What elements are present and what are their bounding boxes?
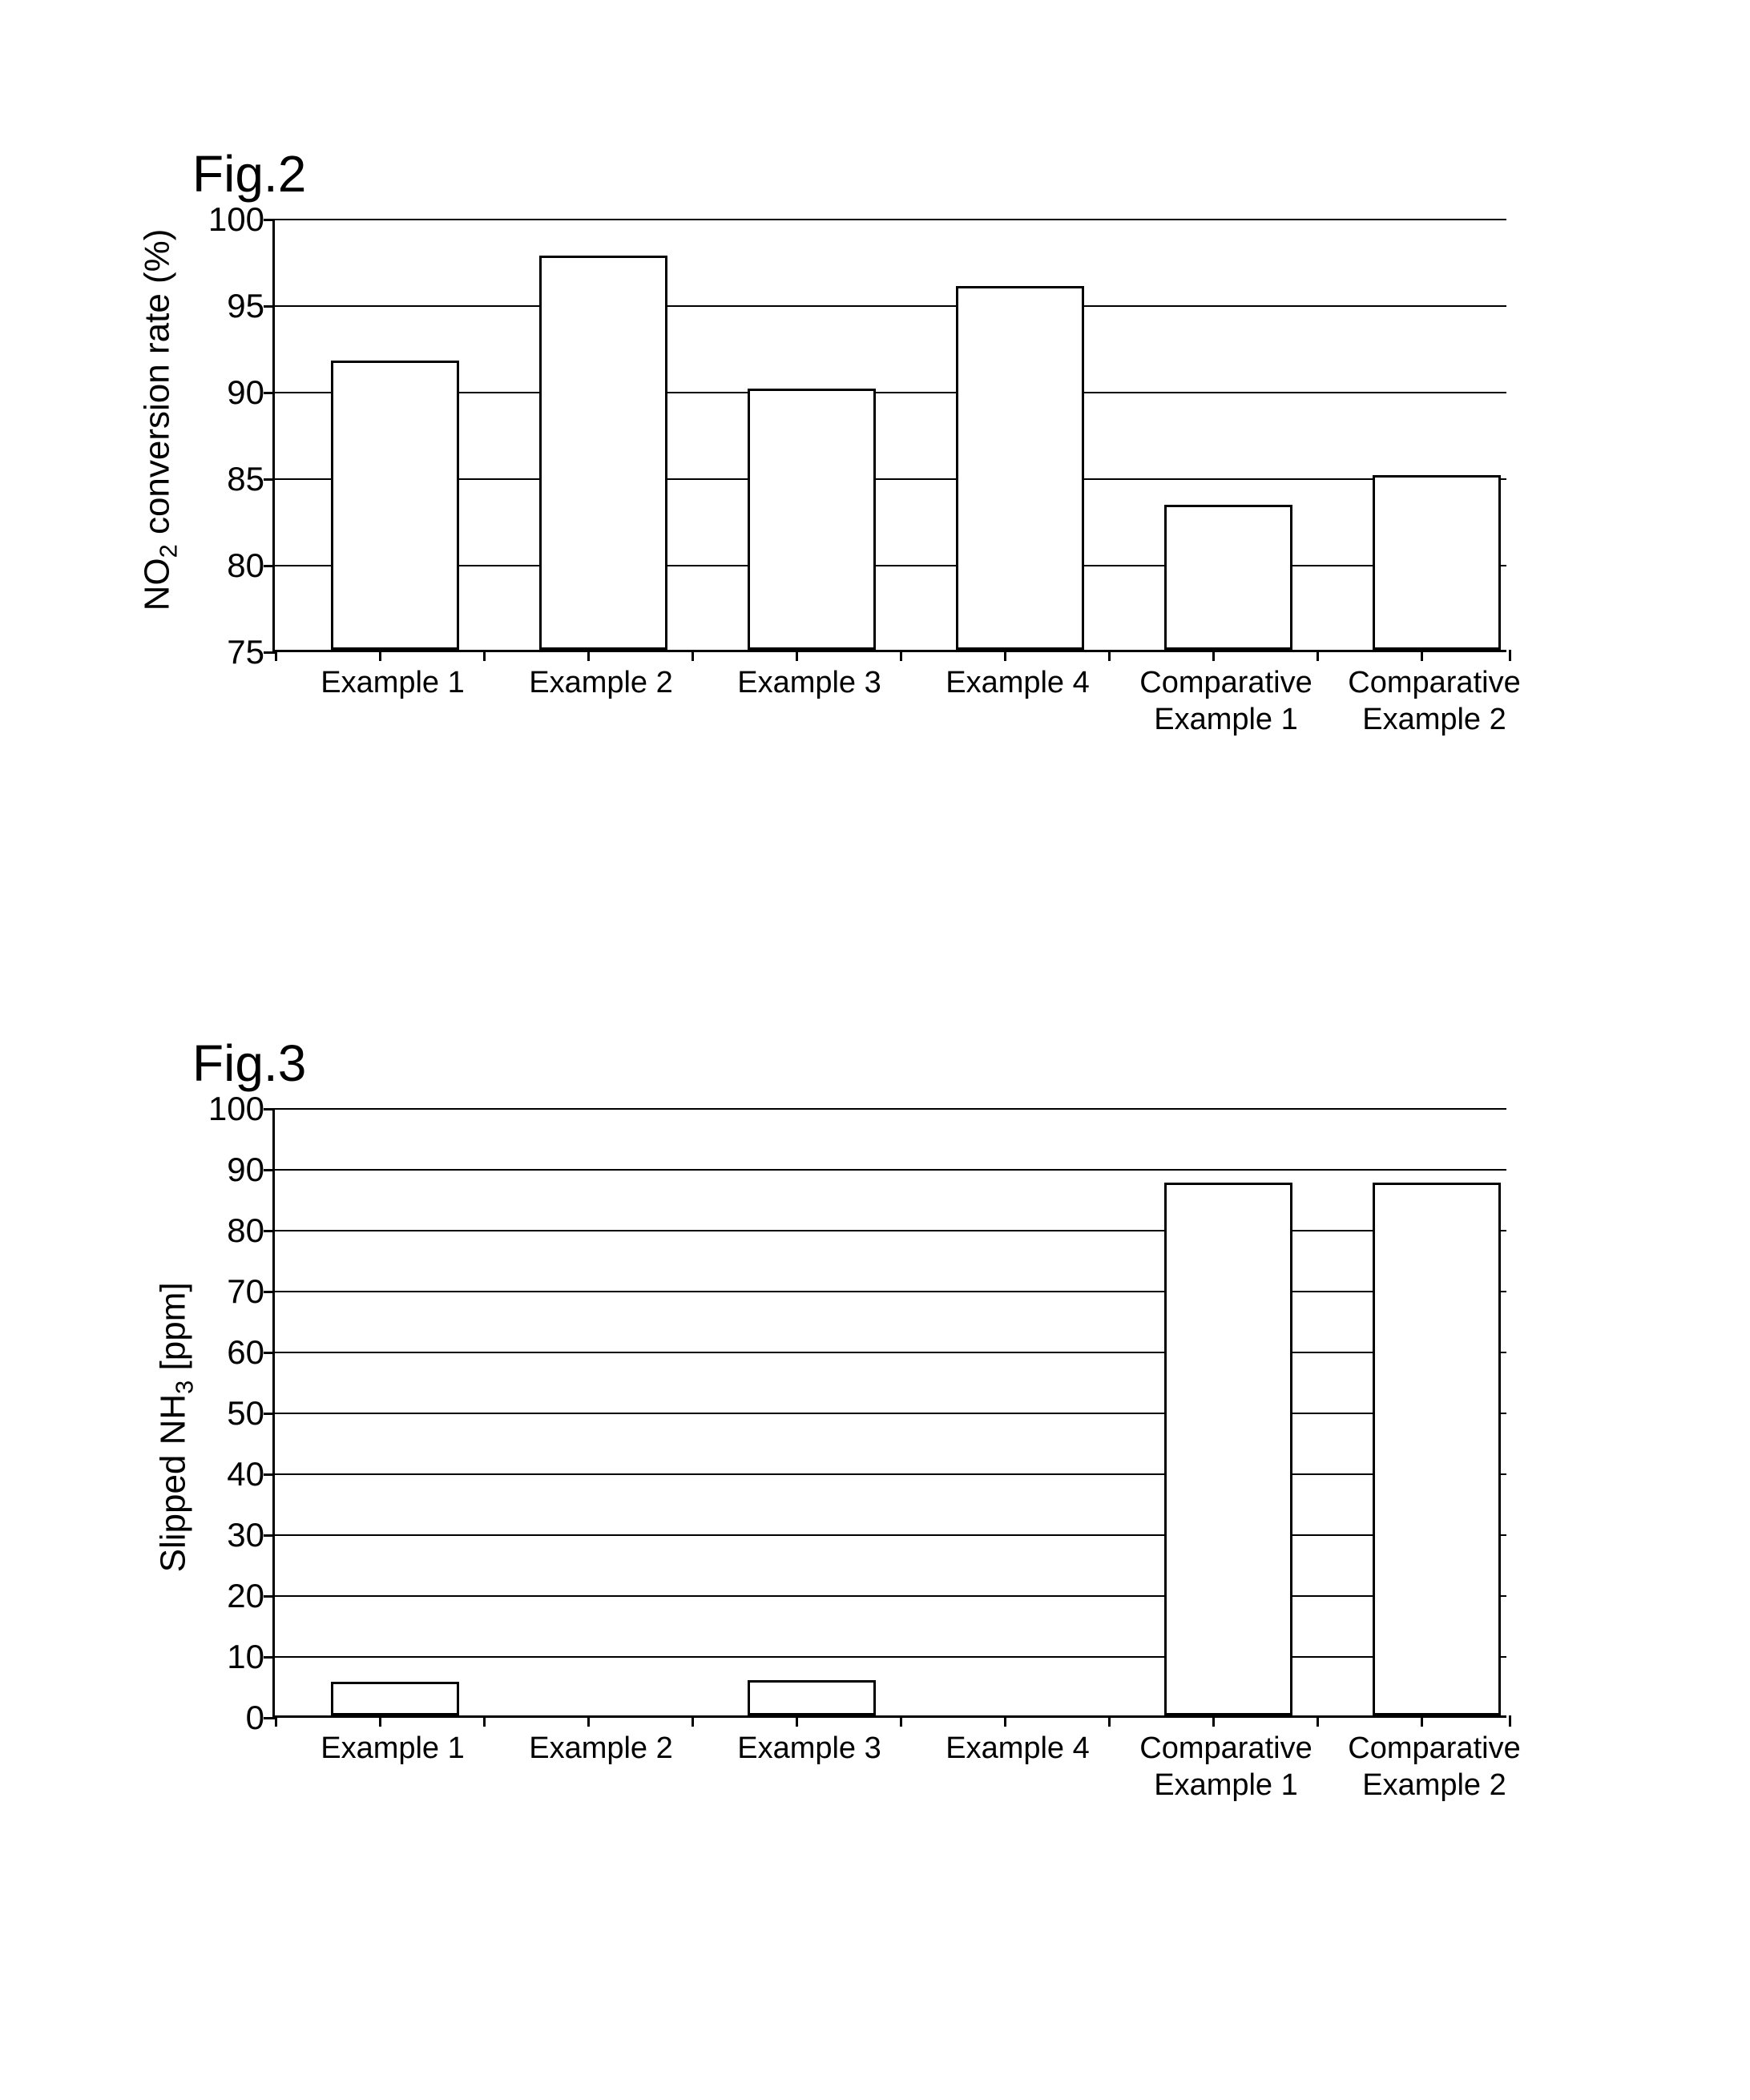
fig3-ytick-label: 40	[227, 1455, 264, 1493]
fig2-ytick-label: 85	[227, 460, 264, 498]
fig2-ytick-label: 100	[208, 200, 264, 239]
fig2-ytick-label: 75	[227, 633, 264, 671]
page: Fig.2 NO2 conversion rate (%) 75 80 85 90 95…	[0, 0, 1750, 2100]
fig3-xlabel: ComparativeExample 2	[1334, 1731, 1534, 1804]
fig3-ytickmark	[264, 1473, 275, 1476]
fig3-xtickmark	[1509, 1715, 1511, 1727]
fig2-ytick-label: 95	[227, 287, 264, 325]
fig2-bar	[331, 361, 459, 650]
fig3-ytickmark	[264, 1108, 275, 1110]
fig3-chart: Slipped NH3 [ppm] 0102030405060708090100	[184, 1109, 1506, 1718]
figure-2: Fig.2 NO2 conversion rate (%) 7580859095…	[184, 144, 1506, 748]
fig3-gridline	[275, 1473, 1506, 1475]
fig3-xlabel: Example 3	[709, 1731, 909, 1767]
fig2-xlabel: Example 4	[917, 665, 1118, 702]
fig3-gridline	[275, 1534, 1506, 1536]
fig2-gridline	[275, 219, 1506, 220]
fig3-ytickmark	[264, 1352, 275, 1354]
fig3-gridline	[275, 1169, 1506, 1171]
fig2-xlabel: Example 2	[501, 665, 701, 702]
fig2-xlabel: Example 1	[292, 665, 493, 702]
fig3-ytick-label: 10	[227, 1638, 264, 1676]
fig3-xlabel: Example 1	[292, 1731, 493, 1767]
fig3-xlabels: Example 1Example 2Example 3Example 4Comp…	[272, 1718, 1506, 1814]
fig3-bar	[1373, 1183, 1501, 1715]
fig3-gridline	[275, 1291, 1506, 1292]
fig3-gridline	[275, 1230, 1506, 1231]
figure-3: Fig.3 Slipped NH3 [ppm] 0102030405060708…	[184, 1034, 1506, 1814]
fig3-ytickmark	[264, 1595, 275, 1598]
fig3-title: Fig.3	[184, 1034, 1506, 1093]
fig2-bar	[748, 389, 876, 650]
fig3-ytick-label: 30	[227, 1516, 264, 1554]
fig3-plot	[272, 1109, 1506, 1718]
fig2-bar	[1373, 475, 1501, 650]
fig2-xlabel: Example 3	[709, 665, 909, 702]
fig2-bar	[956, 286, 1084, 650]
fig3-ytickmark	[264, 1534, 275, 1537]
fig2-gridline	[275, 478, 1506, 480]
fig2-ytickmark	[264, 478, 275, 481]
fig2-xlabel: ComparativeExample 1	[1126, 665, 1326, 738]
fig2-ytick-label: 80	[227, 546, 264, 585]
fig2-title: Fig.2	[184, 144, 1506, 204]
fig3-gridline	[275, 1656, 1506, 1658]
fig3-ytickmark	[264, 1230, 275, 1232]
fig3-xlabel: Example 2	[501, 1731, 701, 1767]
fig3-ytickmark	[264, 1291, 275, 1293]
fig3-y-axis: 0102030405060708090100	[184, 1109, 272, 1718]
fig2-ytickmark	[264, 305, 275, 308]
fig2-gridline	[275, 305, 1506, 307]
fig3-ytick-label: 80	[227, 1211, 264, 1250]
fig2-xlabels: Example 1Example 2Example 3Example 4Comp…	[272, 652, 1506, 748]
fig3-ytickmark	[264, 1656, 275, 1659]
fig2-ytickmark	[264, 392, 275, 394]
fig3-ytick-label: 90	[227, 1151, 264, 1189]
fig3-ytick-label: 100	[208, 1090, 264, 1128]
fig2-xtickmark	[1509, 650, 1511, 661]
fig3-bar	[1164, 1183, 1292, 1715]
fig3-ytick-label: 20	[227, 1577, 264, 1615]
fig3-gridline	[275, 1108, 1506, 1110]
fig2-plot	[272, 220, 1506, 652]
fig3-ytick-label: 70	[227, 1272, 264, 1311]
fig3-ytick-label: 60	[227, 1333, 264, 1372]
fig3-ytick-label: 0	[246, 1699, 264, 1737]
fig3-xlabel: Example 4	[917, 1731, 1118, 1767]
fig2-ylabel: NO2 conversion rate (%)	[138, 290, 183, 611]
fig2-ylabel-suf: conversion rate (%)	[138, 229, 177, 545]
fig2-ylabel-sub: 2	[154, 544, 182, 558]
fig3-gridline	[275, 1595, 1506, 1597]
fig2-chart: NO2 conversion rate (%) 7580859095100	[184, 220, 1506, 652]
fig2-xlabel: ComparativeExample 2	[1334, 665, 1534, 738]
fig2-bar	[1164, 505, 1292, 650]
fig3-ytickmark	[264, 1169, 275, 1171]
fig3-gridline	[275, 1413, 1506, 1414]
fig3-xlabel: ComparativeExample 1	[1126, 1731, 1326, 1804]
fig2-ytick-label: 90	[227, 373, 264, 412]
fig3-bar	[331, 1682, 459, 1715]
fig2-ytickmark	[264, 565, 275, 567]
fig3-gridline	[275, 1352, 1506, 1353]
fig2-y-axis: 7580859095100	[184, 220, 272, 652]
fig3-ytick-label: 50	[227, 1394, 264, 1433]
fig3-bar	[748, 1680, 876, 1715]
fig2-bar	[539, 256, 667, 650]
fig2-ylabel-pre: NO	[138, 558, 177, 611]
fig2-ytickmark	[264, 219, 275, 221]
fig2-gridline	[275, 565, 1506, 566]
fig3-ytickmark	[264, 1413, 275, 1415]
fig2-gridline	[275, 392, 1506, 393]
